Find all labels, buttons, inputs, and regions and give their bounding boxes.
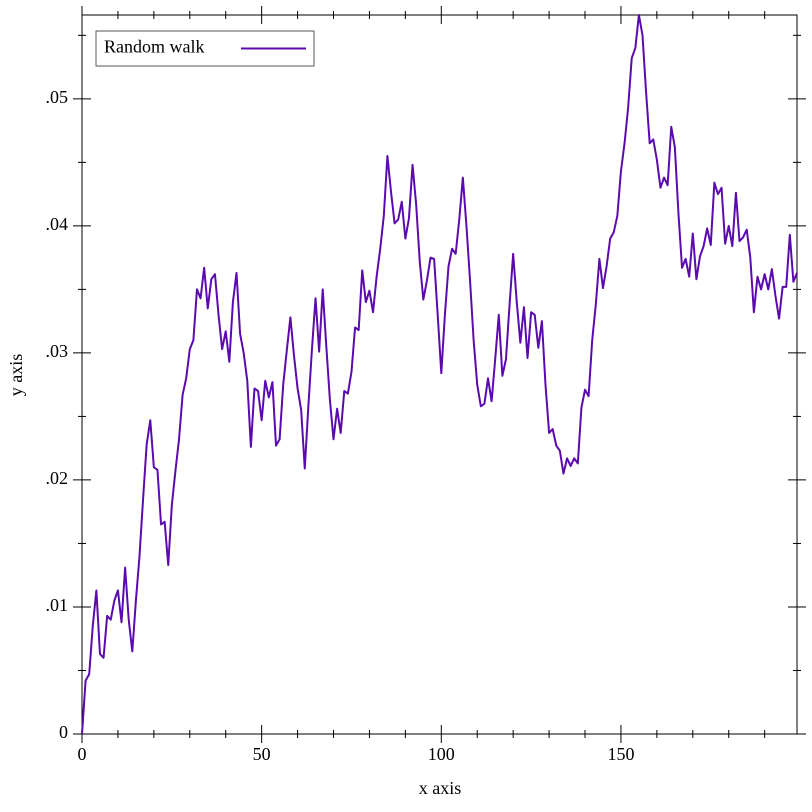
- x-tick-label: 0: [78, 744, 87, 764]
- y-tick-label: .01: [46, 595, 69, 615]
- y-tick-label: .02: [46, 468, 69, 488]
- x-axis-label: x axis: [419, 778, 462, 798]
- y-tick-label: .04: [46, 214, 69, 234]
- line-series: [81, 14, 798, 735]
- x-tick-label: 150: [607, 744, 634, 764]
- x-tick-label: 100: [428, 744, 455, 764]
- legend-label: Random walk: [104, 37, 205, 57]
- plot-frame: [81, 14, 798, 735]
- y-tick-label: 0: [59, 722, 68, 742]
- y-tick-label: .05: [46, 87, 69, 107]
- y-axis-label: y axis: [6, 354, 26, 397]
- y-tick-label: .03: [46, 341, 69, 361]
- x-tick-label: 50: [253, 744, 271, 764]
